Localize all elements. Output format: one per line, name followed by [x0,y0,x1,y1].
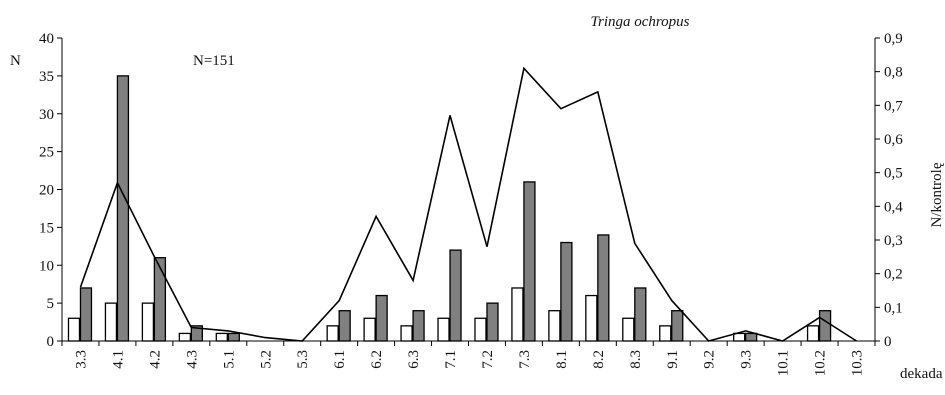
bar-white [400,325,413,342]
y-axis-left-label: N [10,53,21,69]
x-tick-label: 9.2 [702,350,718,369]
y-left-tick-label: 35 [39,69,54,85]
bar-grey [560,241,573,342]
bar-white [474,317,487,342]
bar-white [326,325,339,342]
x-tick-label: 7.3 [517,350,533,369]
bar-grey [597,234,610,342]
bar-white [437,317,450,342]
y-right-tick-label: 0,1 [884,300,903,316]
bar-white [585,294,598,342]
y-left-tick-label: 25 [39,145,54,161]
x-tick-label: 3.3 [73,350,89,369]
bar-grey [818,310,832,342]
y-left-tick-label: 5 [47,296,55,312]
bar-grey [338,310,351,342]
chart-title: Tringa ochropus [590,14,689,30]
y-left-tick-label: 15 [39,220,54,236]
x-tick-label: 9.1 [665,350,681,369]
y-right-tick-label: 0,4 [884,199,903,215]
bar-grey [523,181,536,342]
bars-group [67,75,832,342]
bar-grey [375,294,388,342]
bar-grey [449,249,462,342]
y-left-tick-label: 40 [39,31,54,47]
x-tick-label: 10.1 [776,350,792,376]
y-right-tick-label: 0,2 [884,267,903,283]
x-tick-label: 5.3 [295,350,311,369]
bar-grey [227,332,240,342]
bar-grey [116,75,130,342]
y-axis-right-label: N/kontrolę [929,162,945,227]
annotation-total: N=151 [193,53,235,69]
line-n-per-control [79,66,857,342]
x-tick-label: 5.2 [258,350,274,369]
bar-white [141,302,155,342]
x-tick-label: 4.2 [147,350,163,369]
x-tick-label: 10.2 [813,350,829,376]
bar-white [104,302,118,342]
x-tick-label: 7.2 [480,350,496,369]
bar-white [511,287,524,342]
x-tick-label: 4.3 [184,350,200,369]
y-right-tick-label: 0,9 [884,31,903,47]
y-left-tick-label: 20 [39,183,54,199]
bar-grey [79,287,93,342]
bar-grey [153,257,167,342]
x-tick-label: 8.1 [554,350,570,369]
x-tick-label: 5.1 [221,350,237,369]
bar-white [363,317,376,342]
bar-white [215,332,228,342]
axes-group: 0 5 10 15 20 25 30 35 40 0 0,1 0,2 0,3 0,4 0,5 0,6 0,7 0,… [39,31,903,376]
y-left-tick-label: 0 [47,334,55,350]
x-axis-label: dekada [900,366,943,382]
bar-grey [671,310,684,342]
x-tick-label: 6.3 [406,350,422,369]
y-right-tick-label: 0 [884,334,892,350]
x-tick-label: 6.1 [332,350,348,369]
x-tick-label: 8.3 [628,350,644,369]
y-right-tick-label: 0,6 [884,132,903,148]
x-tick-label: 10.3 [850,350,866,376]
y-left-tick-label: 10 [39,258,54,274]
x-tick-label: 6.2 [369,350,385,369]
bar-white [659,325,672,342]
bar-white [67,317,81,342]
line-group [79,66,857,342]
bar-grey [745,332,758,342]
bar-grey [634,287,647,342]
bar-white [622,317,635,342]
y-right-tick-label: 0,8 [884,65,903,81]
bar-grey [412,310,425,342]
bar-grey [486,302,499,342]
y-right-tick-label: 0,5 [884,166,903,182]
bar-white [548,310,561,342]
x-tick-label: 4.1 [110,350,126,369]
x-tick-label: 7.1 [443,350,459,369]
x-tick-label: 9.3 [739,350,755,369]
bar-white [806,325,820,342]
y-right-tick-label: 0,3 [884,233,903,249]
bar-white [178,332,191,342]
y-right-tick-label: 0,7 [884,98,903,114]
x-tick-label: 8.2 [591,350,607,369]
y-left-tick-label: 30 [39,107,54,123]
